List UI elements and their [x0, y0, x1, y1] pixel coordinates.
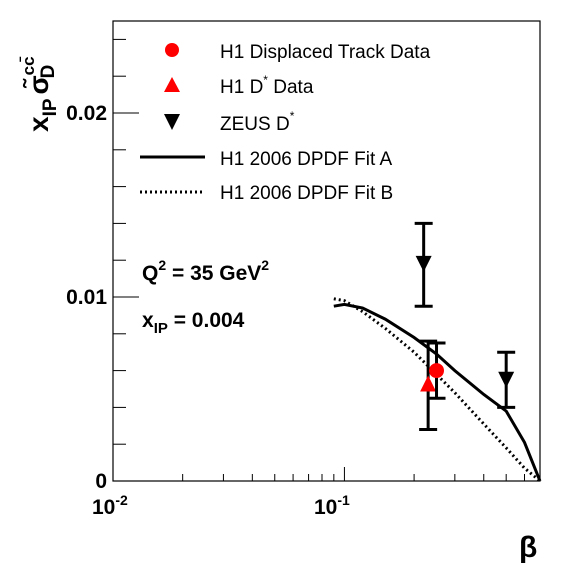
y-label-sigma: σ̃: [23, 75, 54, 94]
x-tick-labels: 10-2 10-1: [92, 492, 350, 519]
y-label-x: x: [23, 116, 54, 132]
y-axis-label: xIP σ̃cc̄D: [19, 56, 61, 132]
plot-frame: [112, 20, 541, 482]
legend-label-fit-b: H1 2006 DPDF Fit B: [220, 183, 393, 204]
point-zeus-0: [415, 255, 432, 272]
y-tick-label-1: 0.01: [66, 286, 107, 309]
legend-marker-zeus-dstar: [164, 114, 180, 130]
legend-label-zeus-dstar: ZEUS D*: [220, 109, 295, 135]
point-h1-dstar-0: [420, 375, 437, 392]
svg-text:xIPσ̃cc̄D: xIP σ̃cc̄D: [19, 56, 61, 132]
point-h1-displaced-0: [429, 363, 445, 379]
annotation-q2: Q2 = 35 GeV2: [142, 257, 269, 285]
legend: H1 Displaced Track Data H1 D* Data ZEUS …: [140, 42, 431, 204]
point-zeus-1: [498, 371, 515, 388]
y-label-sigma-sub: D: [38, 65, 59, 79]
legend-label-fit-a: H1 2006 DPDF Fit A: [220, 149, 392, 170]
y-label-x-sub: IP: [40, 98, 61, 116]
y-label-sigma-sup: cc̄: [19, 56, 38, 75]
y-tick-label-0: 0: [95, 470, 107, 493]
legend-marker-h1-dstar: [164, 77, 180, 92]
annotation-xip: xIP = 0.004: [142, 309, 245, 337]
y-tick-labels: 0 0.01 0.02: [66, 102, 107, 493]
x-tick-label-1: 10-1: [314, 492, 350, 519]
legend-marker-h1-displaced: [165, 43, 179, 57]
y-tick-label-2: 0.02: [66, 102, 107, 125]
x-axis-label: β: [519, 531, 537, 564]
y-axis: [113, 38, 139, 482]
curve-fit-a: [333, 302, 542, 482]
x-tick-label-0: 10-2: [92, 492, 128, 519]
x-axis: [112, 467, 526, 481]
curve-fit-b: [333, 297, 541, 483]
data-points: [414, 221, 516, 431]
legend-label-h1-dstar: H1 D* Data: [220, 73, 314, 98]
legend-label-h1-displaced: H1 Displaced Track Data: [220, 42, 431, 63]
